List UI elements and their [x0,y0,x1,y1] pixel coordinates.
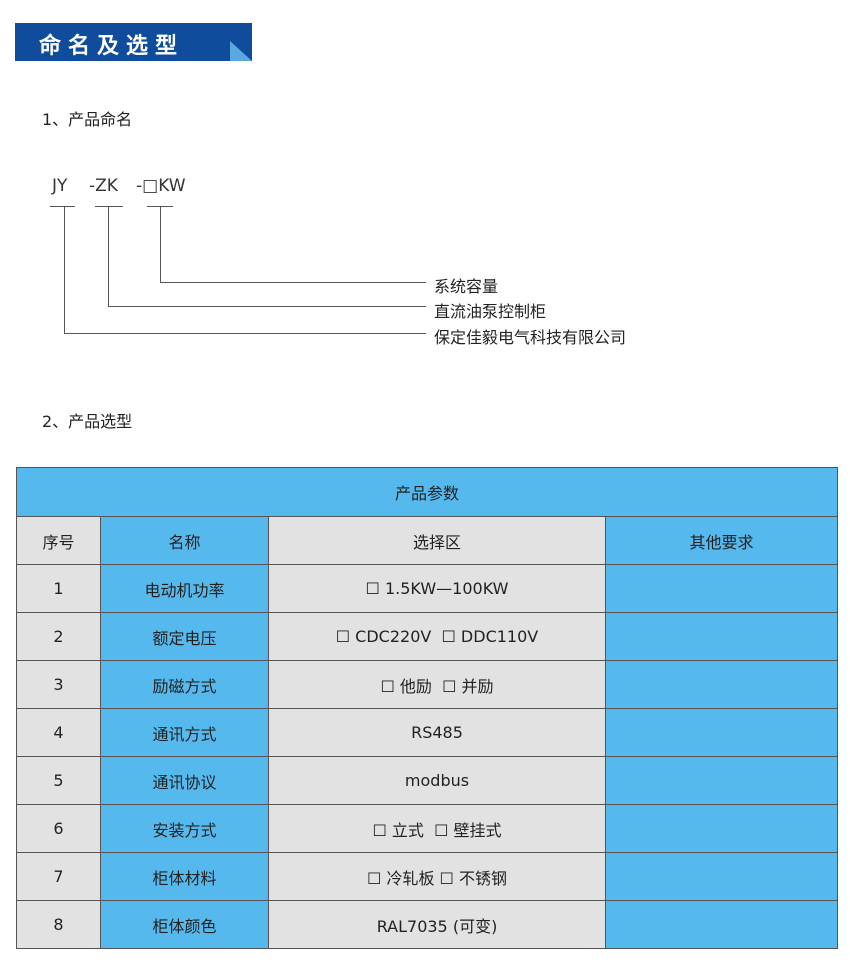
code-part-jy: JY [52,176,68,196]
row-no: 6 [16,804,101,853]
underline [50,206,75,207]
table-row: 3 励磁方式 ☐ 他励 ☐ 并励 [16,660,838,709]
row-choice: ☐ 1.5KW—100KW [268,564,606,613]
code-part-zk: -ZK [89,176,118,196]
table-row: 1 电动机功率 ☐ 1.5KW—100KW [16,564,838,613]
row-name: 通讯方式 [100,708,269,757]
row-no: 5 [16,756,101,805]
row-other-input[interactable] [605,564,838,613]
row-no: 1 [16,564,101,613]
table-row: 4 通讯方式 RS485 [16,708,838,757]
connector-line [108,306,426,307]
row-no: 7 [16,852,101,901]
row-no: 4 [16,708,101,757]
row-choice: ☐ 立式 ☐ 壁挂式 [268,804,606,853]
header-choice: 选择区 [268,516,606,565]
connector-line [64,333,426,334]
selection-table: 产品参数 序号 名称 选择区 其他要求 1 电动机功率 ☐ 1.5KW—100KW 2… [16,467,838,949]
row-other-input[interactable] [605,612,838,661]
table-title: 产品参数 [16,467,838,517]
row-name: 额定电压 [100,612,269,661]
underline [95,206,123,207]
row-choice: ☐ CDC220V ☐ DDC110V [268,612,606,661]
label-company: 保定佳毅电气科技有限公司 [434,328,627,347]
row-name: 通讯协议 [100,756,269,805]
connector-line [64,206,65,333]
table-row: 7 柜体材料 ☐ 冷轧板 ☐ 不锈钢 [16,852,838,901]
label-product: 直流油泵控制柜 [434,302,547,321]
row-name: 励磁方式 [100,660,269,709]
row-name: 安装方式 [100,804,269,853]
table-header-row: 序号 名称 选择区 其他要求 [16,516,838,565]
row-name: 柜体颜色 [100,900,269,949]
row-name: 柜体材料 [100,852,269,901]
table-row: 8 柜体颜色 RAL7035 (可变) [16,900,838,949]
row-other-input[interactable] [605,900,838,949]
table-row: 5 通讯协议 modbus [16,756,838,805]
row-other-input[interactable] [605,708,838,757]
banner-title: 命名及选型 [39,34,185,59]
row-other-input[interactable] [605,804,838,853]
connector-line [108,206,109,306]
table-row: 2 额定电压 ☐ CDC220V ☐ DDC110V [16,612,838,661]
row-other-input[interactable] [605,660,838,709]
row-other-input[interactable] [605,852,838,901]
label-capacity: 系统容量 [434,277,499,296]
row-name: 电动机功率 [100,564,269,613]
header-no: 序号 [16,516,101,565]
header-other: 其他要求 [605,516,838,565]
row-choice: ☐ 他励 ☐ 并励 [268,660,606,709]
row-no: 8 [16,900,101,949]
connector-line [160,206,161,283]
header-name: 名称 [100,516,269,565]
section-banner: 命名及选型 [15,23,252,61]
table-row: 6 安装方式 ☐ 立式 ☐ 壁挂式 [16,804,838,853]
banner-fold-decoration [230,41,252,61]
row-choice: ☐ 冷轧板 ☐ 不锈钢 [268,852,606,901]
row-choice: RS485 [268,708,606,757]
row-choice: modbus [268,756,606,805]
connector-line [160,282,426,283]
code-part-kw: -□KW [136,176,186,196]
row-other-input[interactable] [605,756,838,805]
row-no: 2 [16,612,101,661]
selection-heading: 2、产品选型 [42,412,133,431]
row-no: 3 [16,660,101,709]
row-choice: RAL7035 (可变) [268,900,606,949]
naming-heading: 1、产品命名 [42,110,133,129]
